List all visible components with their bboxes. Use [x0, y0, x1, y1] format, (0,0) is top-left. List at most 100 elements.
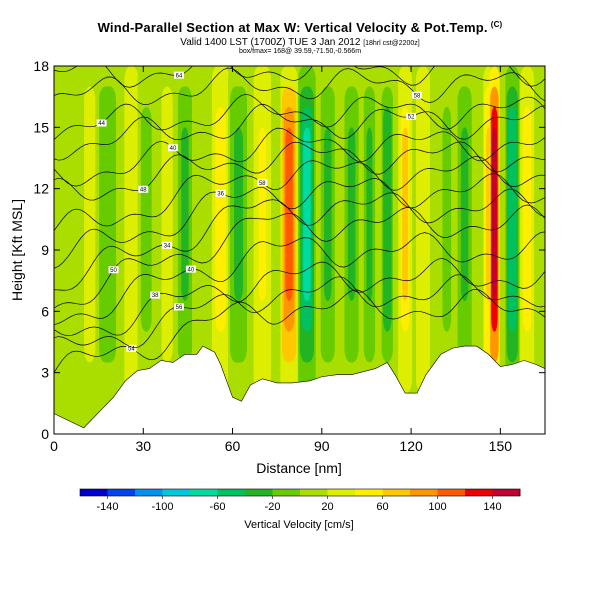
colorbar-swatch-0 [80, 489, 108, 496]
theta-label-1: 56 [176, 305, 183, 311]
x-tick-label-0: 0 [50, 438, 58, 454]
velocity-band-14-3 [366, 127, 373, 302]
theta-label-bg-6 [215, 189, 226, 197]
colorbar-swatch-7 [272, 489, 301, 496]
colorbar-swatch-8 [300, 489, 328, 496]
theta-label-0: 54 [128, 346, 135, 352]
velocity-band-10-3 [285, 127, 293, 302]
colorbar-swatch-4 [190, 489, 218, 496]
colorbar-swatch-15 [492, 489, 521, 496]
colorbar-tick-label-140: 140 [483, 501, 501, 513]
colorbar-tick-label-100: 100 [428, 501, 446, 513]
terrain-surface [54, 345, 545, 434]
theta-contour-12 [54, 67, 545, 105]
theta-contour-9 [54, 127, 545, 187]
theta-label-bg-5 [162, 241, 173, 249]
theta-label-bg-2 [150, 291, 161, 299]
theta-contour-11 [54, 93, 545, 140]
theta-label-bg-4 [108, 266, 119, 274]
colorbar-swatch-11 [382, 489, 411, 496]
x-tick-label-120: 120 [399, 438, 423, 454]
theta-contour-2 [54, 258, 545, 337]
theta-contour-5 [54, 188, 545, 291]
theta-label-13: 64 [176, 73, 183, 79]
velocity-band-2-3 [103, 127, 113, 302]
velocity-band-19-3 [460, 127, 469, 302]
theta-label-8: 48 [140, 188, 147, 194]
colorbar: -140 -100 -60 -20 20 60 100 140 [79, 488, 521, 513]
velocity-band-15-3 [384, 127, 391, 302]
theta-contour-7 [54, 156, 545, 231]
velocity-band-13-3 [347, 127, 356, 302]
theta-label-12: 58 [414, 93, 421, 99]
velocity-band-12-3 [324, 127, 332, 302]
colorbar-swatch-13 [437, 489, 466, 496]
y-tick-label-6: 6 [41, 303, 49, 319]
colorbar-tick-label--60: -60 [210, 501, 226, 513]
colorbar-frame [79, 488, 521, 497]
colorbar-swatch-3 [162, 489, 191, 496]
colorbar-swatch-6 [245, 489, 273, 496]
theta-contour-6 [54, 173, 545, 269]
theta-label-5: 34 [164, 244, 171, 250]
theta-label-bg-3 [185, 265, 196, 273]
theta-label-bg-12 [412, 91, 423, 99]
theta-contour-10 [54, 103, 545, 161]
theta-label-bg-9 [168, 144, 179, 152]
colorbar-tick-label-20: 20 [321, 501, 333, 513]
velocity-band-23-3 [524, 127, 531, 302]
theta-label-bg-11 [96, 119, 107, 127]
theta-label-10: 52 [408, 115, 415, 121]
valid-time-line: Valid 1400 LST (1700Z) TUE 3 Jan 2012 [1… [180, 37, 420, 48]
box-max-line: box/fmax= 168@ 39.59,-71.50,-0.566m [238, 48, 362, 55]
velocity-band-22-3 [509, 127, 516, 302]
y-axis-label: Height [Kft MSL] [9, 199, 25, 301]
colorbar-swatch-10 [355, 489, 383, 496]
velocity-band-11-3 [303, 127, 311, 302]
colorbar-tick-label-60: 60 [376, 501, 388, 513]
theta-contour-13 [54, 66, 545, 88]
theta-contour-8 [54, 141, 545, 201]
theta-label-bg-1 [173, 303, 184, 311]
velocity-band-21-3 [492, 127, 497, 302]
theta-label-3: 40 [188, 267, 195, 273]
theta-label-bg-13 [173, 71, 184, 79]
theta-label-7: 58 [259, 181, 266, 187]
colorbar-tick-label--140: -140 [96, 501, 118, 513]
colorbar-tick-label--20: -20 [265, 501, 281, 513]
theta-label-bg-8 [138, 185, 149, 193]
x-tick-label-60: 60 [225, 438, 241, 454]
theta-contours: 54 56 38 40 50 34 36 58 48 40 52 44 58 64 [54, 66, 545, 373]
x-tick-label-30: 30 [135, 438, 151, 454]
colorbar-label: Vertical Velocity [cm/s] [244, 519, 353, 531]
velocity-band-6-3 [181, 127, 189, 302]
y-tick-label-12: 12 [33, 181, 49, 197]
theta-label-11: 44 [98, 121, 105, 127]
theta-label-bg-10 [406, 112, 417, 120]
colorbar-swatch-2 [135, 489, 163, 496]
x-tick-label-90: 90 [314, 438, 330, 454]
theta-contour-3 [54, 231, 545, 325]
velocity-band-1-3 [86, 127, 93, 302]
colorbar-tick-label--100: -100 [151, 501, 173, 513]
colorbar-swatch-5 [217, 489, 246, 496]
theta-label-2: 38 [152, 293, 159, 299]
theta-label-bg-0 [126, 344, 137, 352]
colorbar-swatch-1 [107, 489, 136, 496]
velocity-band-7-3 [216, 127, 225, 302]
x-axis: 0 30 60 90 120 150 [50, 66, 512, 454]
x-tick-label-150: 150 [489, 438, 513, 454]
y-tick-label-9: 9 [41, 242, 49, 258]
theta-contour-4 [54, 204, 545, 309]
velocity-band-8-3 [234, 127, 243, 302]
colorbar-swatch-9 [327, 489, 356, 496]
theta-contour-1 [54, 274, 545, 349]
velocity-band-4-3 [142, 127, 150, 302]
colorbar-swatch-12 [410, 489, 438, 496]
velocity-band-0-3 [68, 127, 76, 302]
x-axis-label: Distance [nm] [256, 460, 342, 476]
velocity-band-5-3 [164, 127, 171, 302]
velocity-field [54, 66, 545, 434]
velocity-band-16-3 [402, 127, 409, 302]
